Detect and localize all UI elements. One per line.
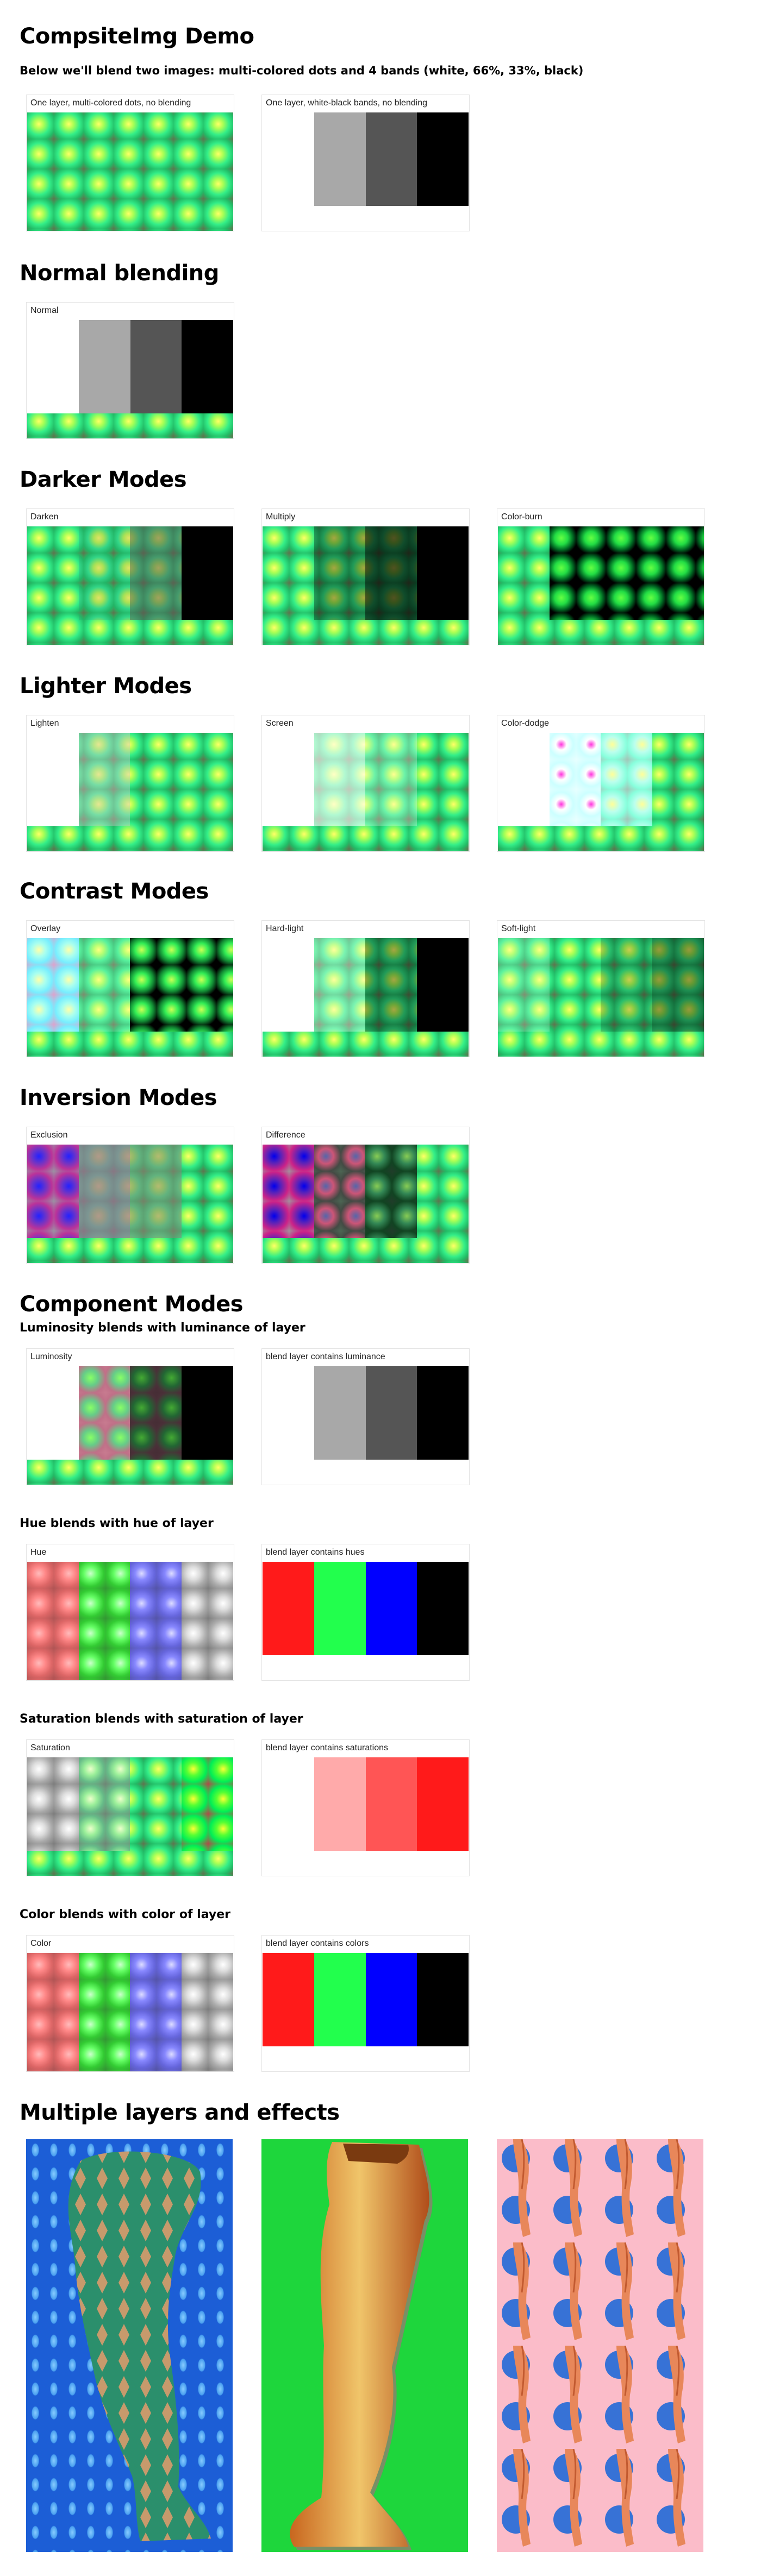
section-title-darker: Darker Modes xyxy=(20,467,187,492)
card-label: Color xyxy=(30,1939,52,1948)
darken-image xyxy=(27,526,233,645)
section-title-lighter: Lighter Modes xyxy=(20,674,192,699)
multiply-image xyxy=(263,526,469,645)
hue-image xyxy=(27,1562,233,1680)
card-luminosity: Luminosity xyxy=(26,1348,234,1485)
card-screen: Screen xyxy=(261,715,470,852)
screen-image xyxy=(263,733,469,851)
luminosity-heading: Luminosity blends with luminance of laye… xyxy=(20,1321,305,1335)
saturation-image xyxy=(27,1757,233,1876)
card-bands-only: One layer, white-black bands, no blendin… xyxy=(261,95,470,231)
section-title-component: Component Modes xyxy=(20,1292,244,1317)
hard-light-image xyxy=(263,938,469,1057)
section-title-contrast: Contrast Modes xyxy=(20,879,209,904)
card-label: Multiply xyxy=(266,512,296,522)
hue-heading: Hue blends with hue of layer xyxy=(20,1517,214,1530)
card-label: Overlay xyxy=(30,924,61,933)
card-label: Exclusion xyxy=(30,1130,68,1140)
card-luminosity-layer: blend layer contains luminance xyxy=(261,1348,470,1485)
card-label: blend layer contains saturations xyxy=(266,1743,389,1752)
soft-light-image xyxy=(498,938,704,1057)
card-color-dodge: Color-dodge xyxy=(497,715,705,852)
card-label: Darken xyxy=(30,512,59,522)
card-exclusion: Exclusion xyxy=(26,1127,234,1264)
card-label: Hue xyxy=(30,1548,47,1557)
card-darken: Darken xyxy=(26,508,234,645)
luminance-bands-image xyxy=(263,1366,469,1485)
difference-image xyxy=(263,1145,469,1263)
color-burn-image xyxy=(498,526,704,645)
overlay-image xyxy=(27,938,233,1057)
card-label: Color-dodge xyxy=(501,719,550,728)
card-color-layer: blend layer contains colors xyxy=(261,1935,470,2072)
section-title-multiple: Multiple layers and effects xyxy=(20,2100,340,2125)
page-subtitle: Below we'll blend two images: multi-colo… xyxy=(20,64,584,77)
card-multiply: Multiply xyxy=(261,508,470,645)
card-label: Soft-light xyxy=(501,924,536,933)
color-bands-image xyxy=(263,1953,469,2071)
dots-image xyxy=(27,112,233,231)
card-overlay: Overlay xyxy=(26,920,234,1057)
card-saturation: Saturation xyxy=(26,1739,234,1876)
card-label: Lighten xyxy=(30,719,59,728)
multilayer-image-3 xyxy=(497,2139,703,2552)
card-soft-light: Soft-light xyxy=(497,920,705,1057)
card-label: One layer, multi-colored dots, no blendi… xyxy=(30,98,191,108)
card-label: Luminosity xyxy=(30,1352,72,1361)
card-dots-only: One layer, multi-colored dots, no blendi… xyxy=(26,95,234,231)
multilayer-image-1 xyxy=(26,2139,233,2552)
card-hard-light: Hard-light xyxy=(261,920,470,1057)
card-label: blend layer contains luminance xyxy=(266,1352,385,1361)
leg-photo xyxy=(290,2142,433,2550)
card-label: Difference xyxy=(266,1130,305,1140)
multilayer-image-2 xyxy=(261,2139,468,2552)
card-color: Color xyxy=(26,1935,234,2072)
card-label: One layer, white-black bands, no blendin… xyxy=(266,98,428,108)
card-label: blend layer contains colors xyxy=(266,1939,369,1948)
bands-image xyxy=(263,112,469,231)
card-hue: Hue xyxy=(26,1544,234,1681)
color-image xyxy=(27,1953,233,2071)
hue-bands-image xyxy=(263,1562,469,1680)
lighten-image xyxy=(27,733,233,851)
section-title-inversion: Inversion Modes xyxy=(20,1085,217,1110)
card-label: Saturation xyxy=(30,1743,70,1752)
color-dodge-image xyxy=(498,733,704,851)
card-lighten: Lighten xyxy=(26,715,234,852)
saturation-bands-image xyxy=(263,1757,469,1876)
luminosity-image xyxy=(27,1366,233,1485)
card-label: Hard-light xyxy=(266,924,304,933)
card-label: Normal xyxy=(30,306,59,315)
card-saturation-layer: blend layer contains saturations xyxy=(261,1739,470,1876)
exclusion-image xyxy=(27,1145,233,1263)
card-label: Color-burn xyxy=(501,512,542,522)
card-label: Screen xyxy=(266,719,294,728)
saturation-heading: Saturation blends with saturation of lay… xyxy=(20,1712,303,1726)
legs-and-circles-pattern xyxy=(497,2139,703,2552)
card-color-burn: Color-burn xyxy=(497,508,705,645)
section-title-normal: Normal blending xyxy=(20,261,219,286)
normal-blend-image xyxy=(27,320,233,438)
card-difference: Difference xyxy=(261,1127,470,1264)
card-label: blend layer contains hues xyxy=(266,1548,365,1557)
card-hue-layer: blend layer contains hues xyxy=(261,1544,470,1681)
page-title: CompsiteImg Demo xyxy=(20,24,254,49)
leg-silhouette-patterned xyxy=(68,2151,211,2541)
color-heading: Color blends with color of layer xyxy=(20,1908,230,1921)
card-normal: Normal xyxy=(26,302,234,439)
